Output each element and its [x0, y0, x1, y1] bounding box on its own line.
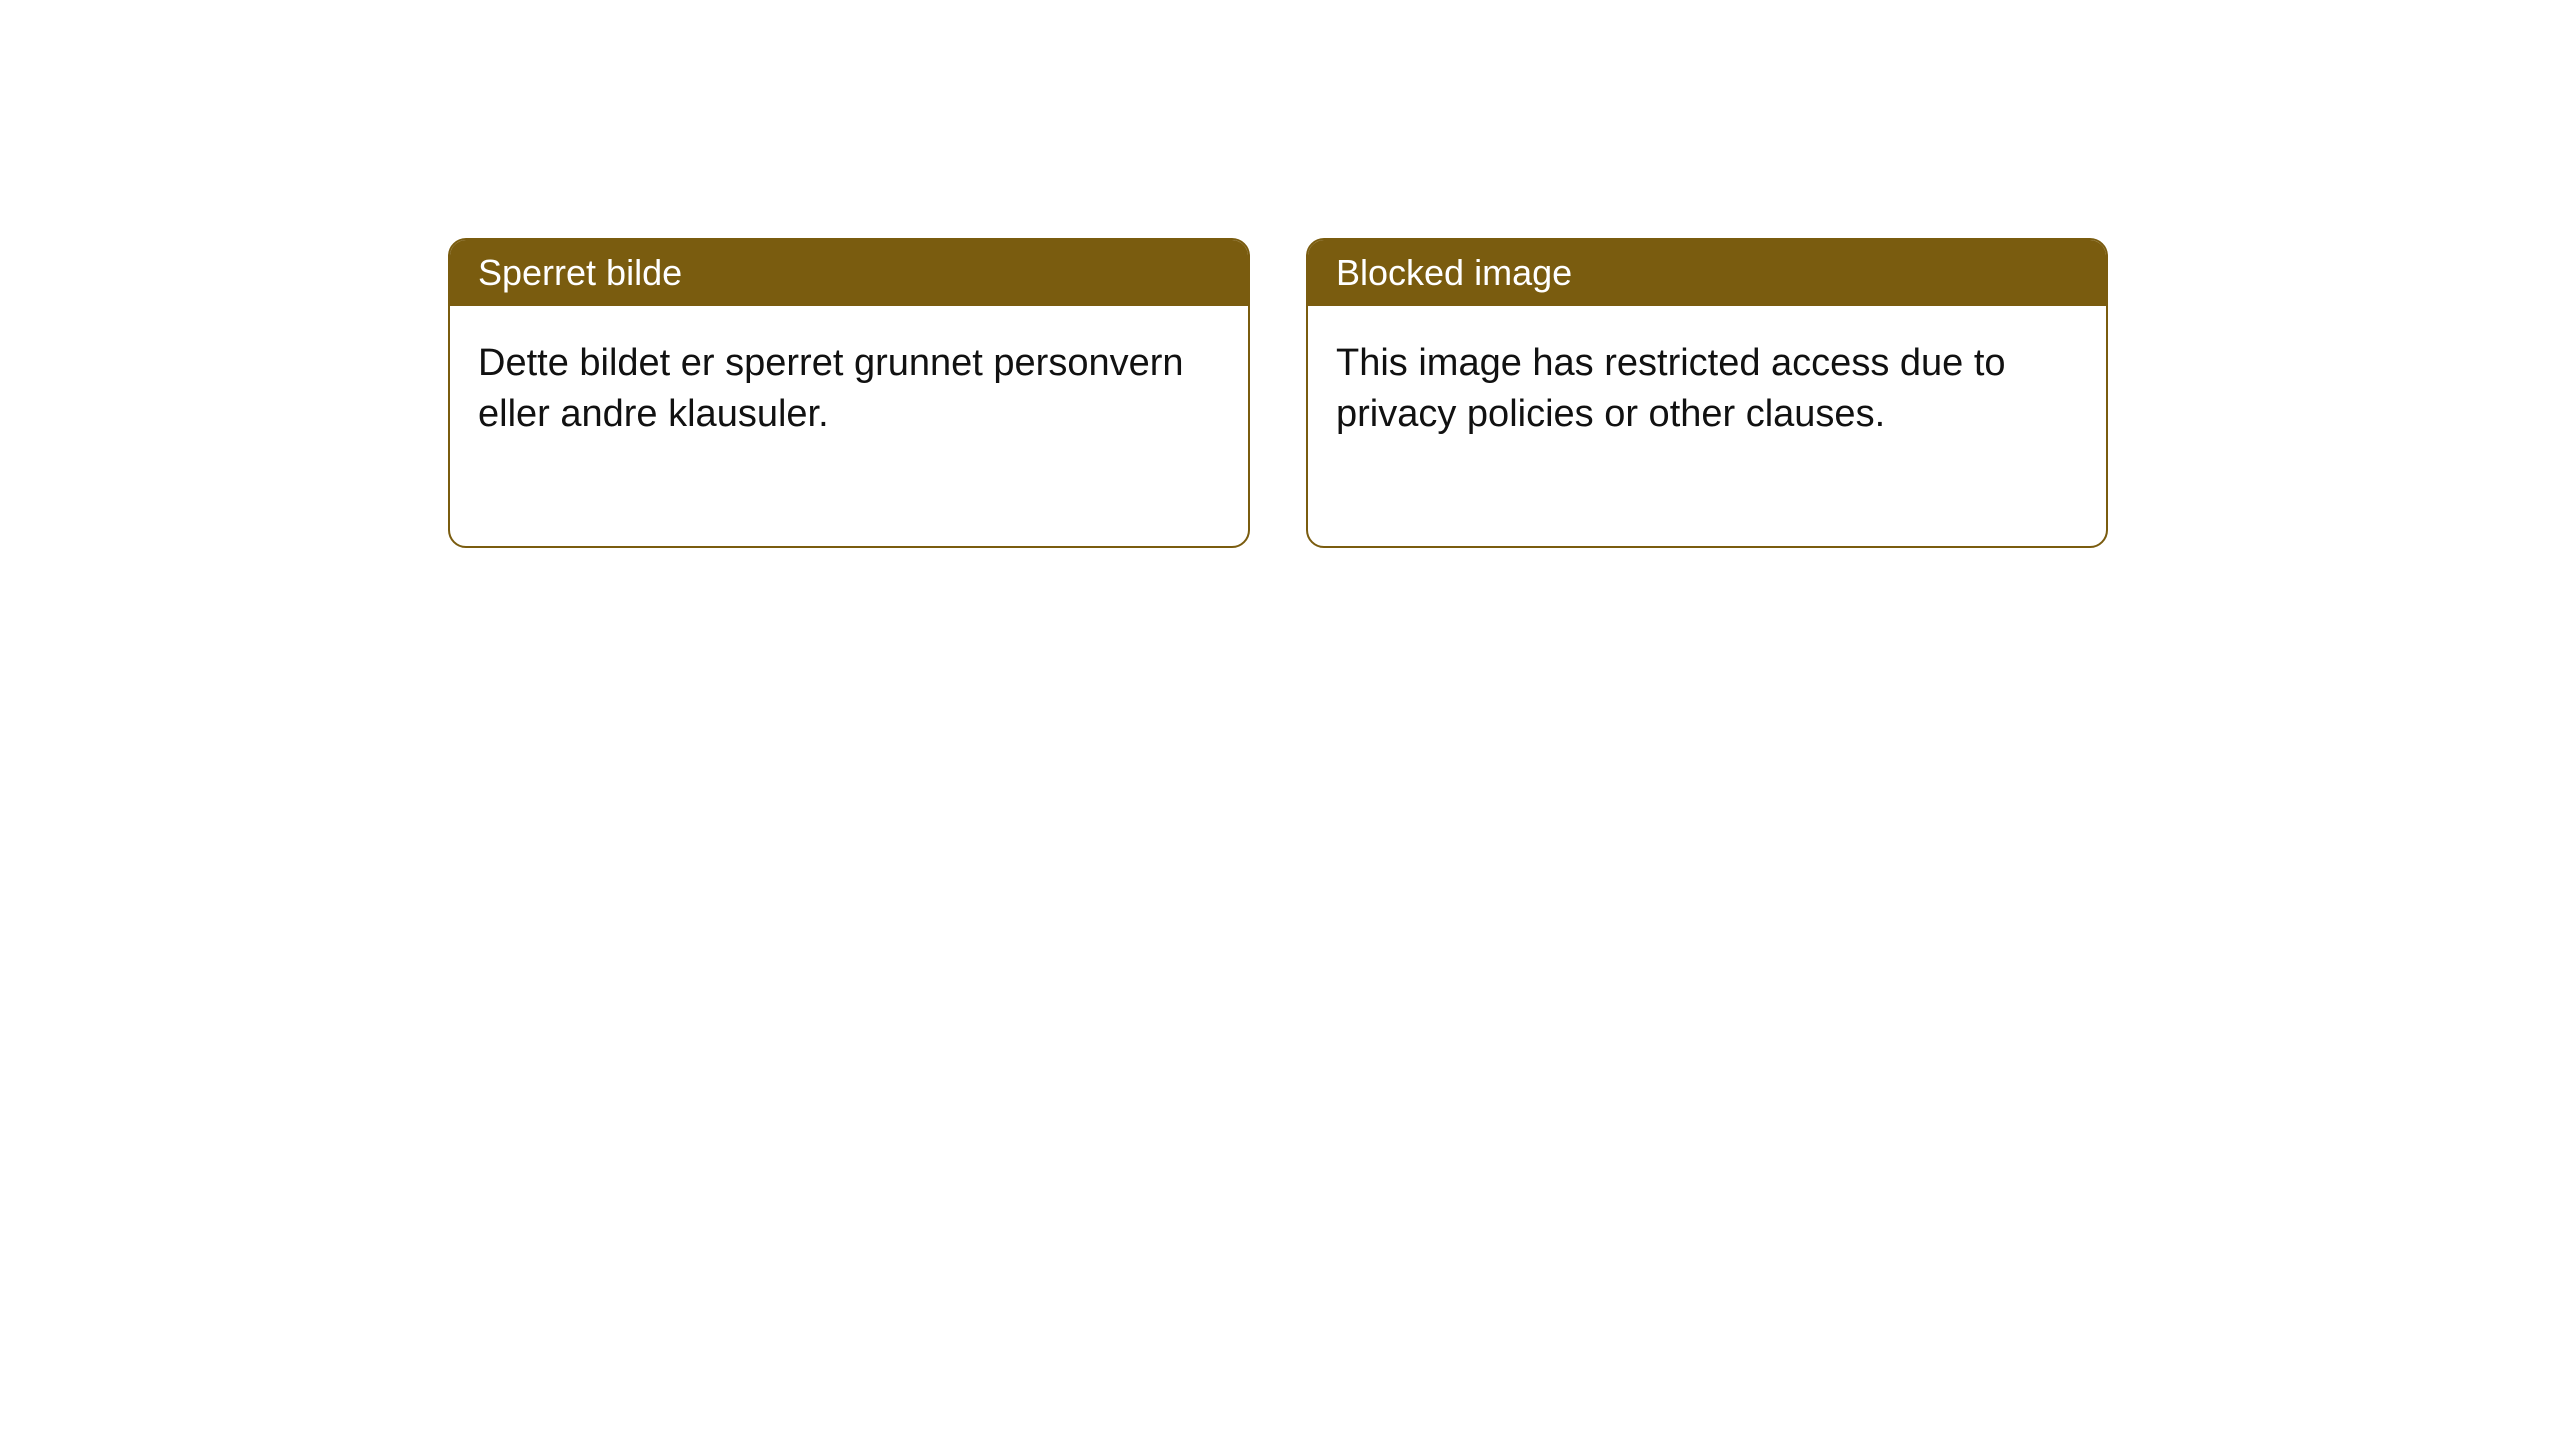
notice-body: This image has restricted access due to …: [1308, 306, 2106, 546]
notice-container: Sperret bilde Dette bildet er sperret gr…: [0, 0, 2560, 548]
notice-body: Dette bildet er sperret grunnet personve…: [450, 306, 1248, 546]
notice-header: Sperret bilde: [450, 240, 1248, 306]
notice-card-norwegian: Sperret bilde Dette bildet er sperret gr…: [448, 238, 1250, 548]
notice-header: Blocked image: [1308, 240, 2106, 306]
notice-card-english: Blocked image This image has restricted …: [1306, 238, 2108, 548]
